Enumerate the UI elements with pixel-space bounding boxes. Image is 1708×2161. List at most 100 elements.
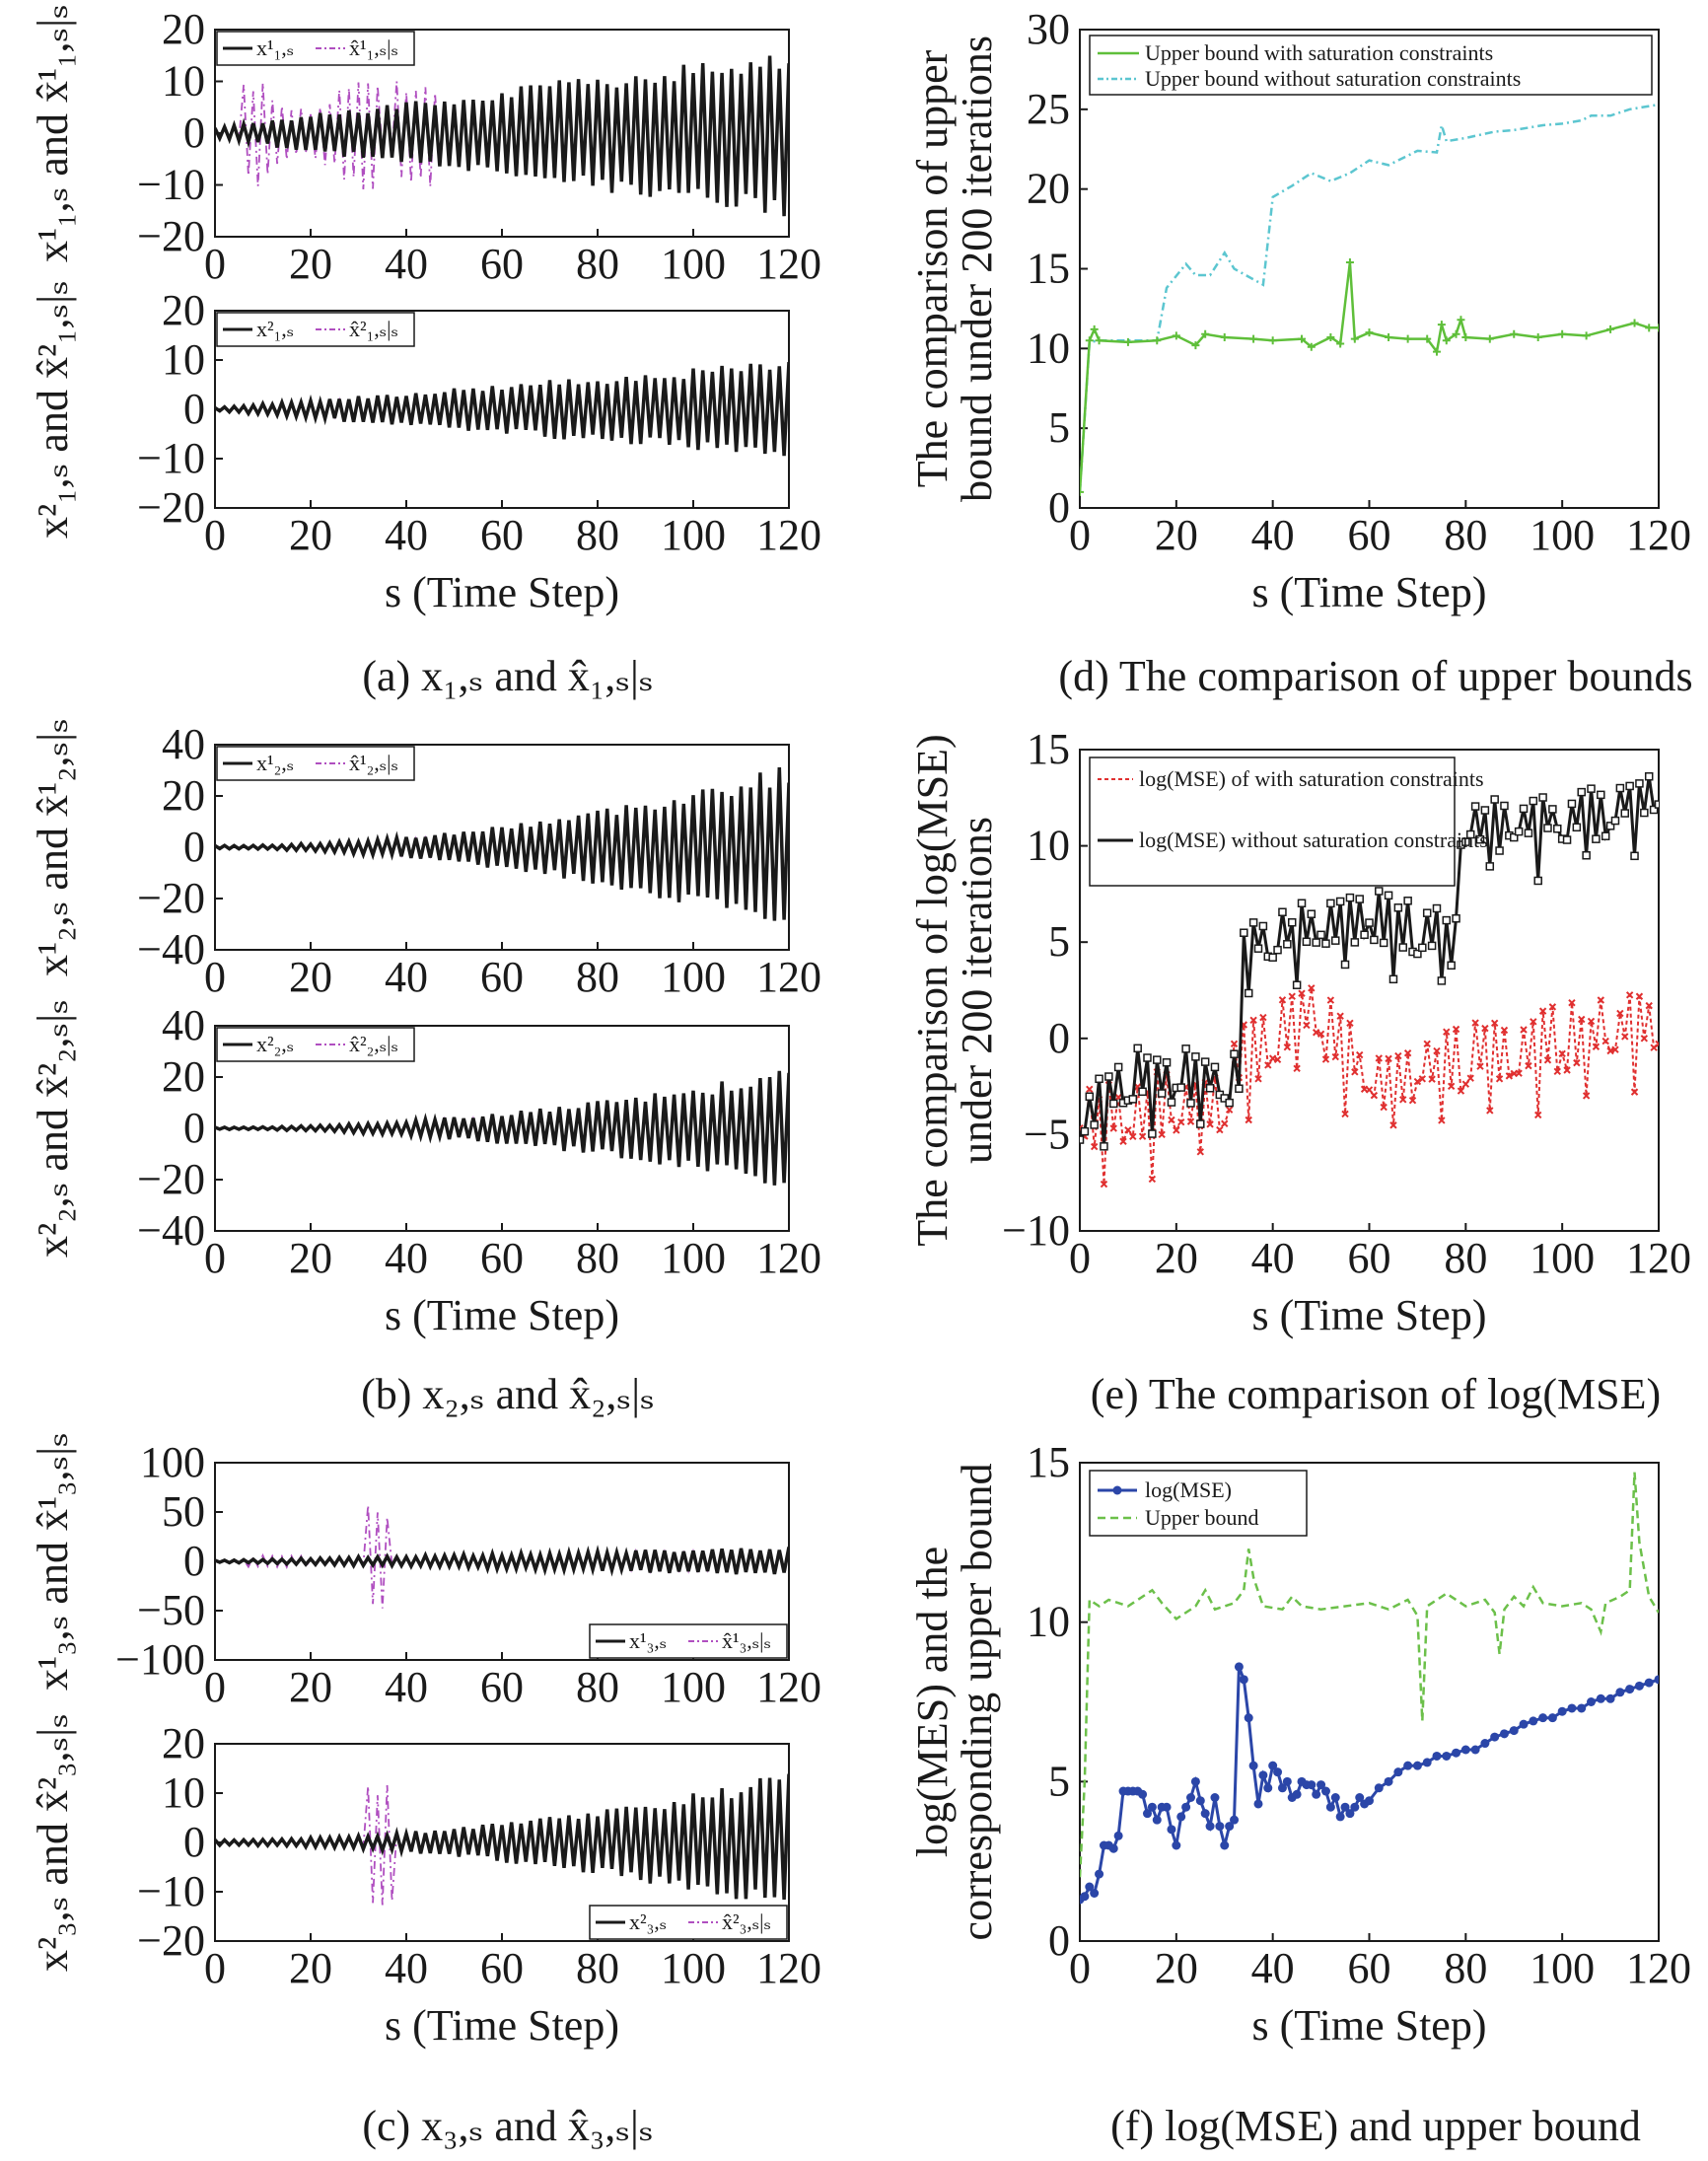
legend-label-without: log(MSE) without saturation constraints [1139,828,1488,852]
data-point-marker [1268,1054,1277,1062]
y-axis-label: The comparison of log(MSE) [908,734,957,1246]
series-true-line [215,767,789,921]
data-point-marker [1519,804,1529,814]
data-point-marker [1509,1726,1519,1736]
data-point-marker [1259,1013,1267,1022]
data-point-marker [1090,1142,1099,1151]
data-point-marker [1220,1840,1230,1850]
y-tick-label: 15 [1027,1438,1070,1486]
data-point-marker [1375,1054,1383,1062]
data-point-marker [1374,1783,1384,1793]
data-point-marker [1205,1822,1215,1832]
data-point-marker [1432,1751,1442,1761]
data-point-marker [1195,1796,1205,1806]
legend-label-mse: log(MSE) [1145,1477,1232,1502]
data-point-marker [1630,1088,1639,1096]
data-point-marker [1538,1713,1548,1723]
data-point-marker [1124,1126,1132,1134]
data-point-marker [1225,1098,1234,1108]
y-tick-label: −20 [137,483,205,532]
data-point-marker [1138,1132,1147,1140]
data-point-marker [1476,1062,1484,1070]
data-point-marker [1234,1662,1244,1672]
data-point-marker [1486,1107,1494,1115]
chart-e: 0 20 40 60 80 100 120 15 10 5 0 −5 −10 log(MSE) of wi… [1002,725,1691,1282]
legend-box [1089,35,1653,96]
x-axis-label: s (Time Step) [385,2001,619,2050]
data-point-marker [1249,334,1258,343]
data-point-marker [1152,1815,1162,1825]
x-tick-label: 40 [385,953,428,1001]
x-tick-label: 80 [576,1234,619,1282]
x-tick-label: 60 [480,1234,524,1282]
data-point-marker [1615,783,1625,793]
data-point-marker [1447,1082,1456,1090]
data-point-marker [1086,1085,1094,1093]
data-point-marker [1181,1802,1191,1812]
data-point-marker [1277,1783,1287,1793]
x-tick-label: 0 [1069,1944,1091,1992]
plot-area [215,55,789,217]
x-tick-label: 120 [756,1234,821,1282]
data-point-marker [1644,1678,1654,1688]
data-point-marker [1158,1130,1166,1138]
y-tick-label: 5 [1048,403,1070,452]
data-point-marker [1403,334,1412,343]
y-tick-label: 15 [1027,245,1070,293]
data-point-marker [1273,945,1282,955]
data-point-marker [1326,333,1335,342]
y-tick-label: 20 [162,5,205,53]
data-point-marker [1567,1703,1577,1713]
data-point-marker [1365,328,1374,337]
x-tick-label: 120 [756,240,821,288]
data-point-marker [1481,1024,1489,1033]
data-point-marker [1529,796,1538,806]
data-point-marker [1181,1044,1190,1053]
data-point-marker [1433,1046,1441,1055]
data-point-marker [1389,1121,1397,1129]
x-tick-label: 40 [385,240,428,288]
data-point-marker [1620,809,1630,818]
data-point-marker [1191,1052,1200,1061]
data-point-marker [1520,1026,1528,1034]
data-point-marker [1605,1693,1615,1703]
data-point-marker [1461,333,1470,342]
data-point-marker [1499,1729,1509,1739]
x-tick-label: 40 [1251,1944,1295,1992]
data-point-marker [1176,1083,1185,1092]
data-point-marker [1095,1074,1103,1084]
data-point-marker [1268,953,1277,962]
data-point-marker [1225,1822,1235,1832]
data-point-marker [1577,1703,1587,1713]
data-point-marker [1293,1064,1301,1073]
data-point-marker [1644,771,1654,781]
x-tick-label: 100 [661,1234,726,1282]
data-point-marker [1438,1117,1446,1124]
data-point-marker [1587,1697,1597,1706]
plot-area [1080,771,1659,1189]
data-point-marker [1538,1007,1547,1015]
data-point-marker [1157,1089,1167,1098]
caption-a: (a) x₁,ₛ and x̂₁,ₛ|ₛ [362,652,653,700]
legend-label-with: log(MSE) of with saturation constraints [1139,766,1484,791]
data-point-marker [1365,1796,1374,1806]
data-point-marker [1129,1132,1137,1140]
x-tick-label: 80 [576,953,619,1001]
x-tick-label: 80 [576,1944,619,1992]
data-point-marker [1090,1120,1099,1129]
x-tick-label: 120 [756,1944,821,1992]
data-point-marker [1370,1091,1379,1100]
y-axis-label: x¹₁,ₛ and x̂¹₁,ₛ|ₛ [29,4,77,262]
data-point-marker [1108,1843,1118,1853]
data-point-marker [1578,1015,1586,1024]
data-point-marker [1264,1061,1272,1069]
data-point-marker [1587,784,1596,793]
data-point-marker [1422,1758,1432,1767]
data-point-marker [1119,1137,1127,1145]
x-tick-label: 40 [385,1663,428,1711]
data-point-marker [1341,1110,1349,1118]
data-point-marker [1562,835,1572,844]
data-point-marker [1452,329,1460,338]
data-point-marker [1423,334,1432,343]
plot-area [215,1773,789,1906]
